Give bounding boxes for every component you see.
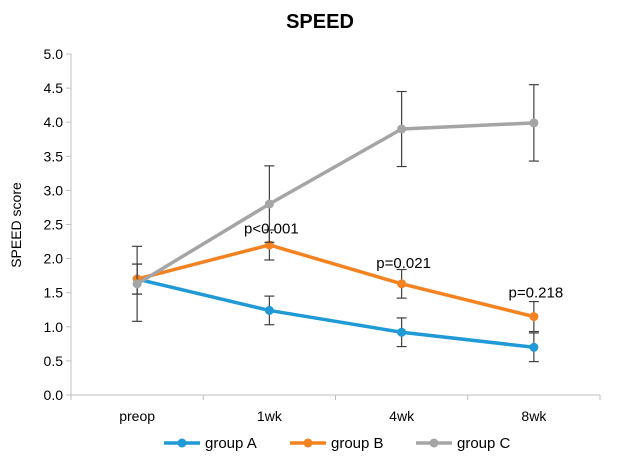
p-value-annotation: p=0.021 <box>376 255 431 272</box>
p-value-annotation: p<0.001 <box>244 220 299 237</box>
data-point <box>397 279 407 289</box>
y-tick-label: 2.0 <box>44 251 64 267</box>
legend-label: group B <box>331 435 384 452</box>
x-tick-label: 8wk <box>521 408 547 424</box>
y-tick-label: 4.0 <box>44 114 64 130</box>
series-group-c <box>132 84 539 322</box>
x-tick-label: preop <box>119 408 155 424</box>
data-point <box>529 342 539 352</box>
data-point <box>264 305 274 315</box>
x-tick-label: 1wk <box>257 408 283 424</box>
y-tick-label: 0.5 <box>44 353 64 369</box>
legend-swatch-marker <box>303 438 313 448</box>
y-axis-title: SPEED score <box>8 182 24 268</box>
data-point <box>132 279 142 289</box>
legend-swatch-marker <box>177 438 187 448</box>
data-point <box>397 327 407 337</box>
series-group-a <box>132 263 539 363</box>
legend-label: group A <box>205 435 257 452</box>
y-tick-label: 3.0 <box>44 182 64 198</box>
data-point <box>529 118 539 128</box>
series-group-b <box>132 229 539 333</box>
series-line <box>136 277 535 349</box>
y-tick-label: 5.0 <box>44 46 64 62</box>
data-point <box>529 312 539 322</box>
series-line <box>136 121 534 286</box>
p-value-annotation: p=0.218 <box>509 284 564 301</box>
y-tick-label: 0.0 <box>44 387 64 403</box>
data-point <box>264 199 274 209</box>
chart-title: SPEED <box>286 11 354 33</box>
x-tick-label: 4wk <box>389 408 415 424</box>
y-tick-label: 4.5 <box>44 80 64 96</box>
legend-label: group C <box>457 435 511 452</box>
y-tick-label: 3.5 <box>44 148 64 164</box>
legend-swatch-marker <box>429 438 439 448</box>
legend: group A group B group C <box>164 435 511 452</box>
data-point <box>397 124 407 134</box>
y-tick-label: 2.5 <box>44 217 64 233</box>
y-tick-label: 1.0 <box>44 319 64 335</box>
y-tick-label: 1.5 <box>44 285 64 301</box>
series-line <box>136 243 535 319</box>
plot-area: 0.0 0.5 1.0 1.5 2.0 2.5 3.0 3.5 4.0 4.5 5.0 preop 1w… <box>44 46 601 424</box>
